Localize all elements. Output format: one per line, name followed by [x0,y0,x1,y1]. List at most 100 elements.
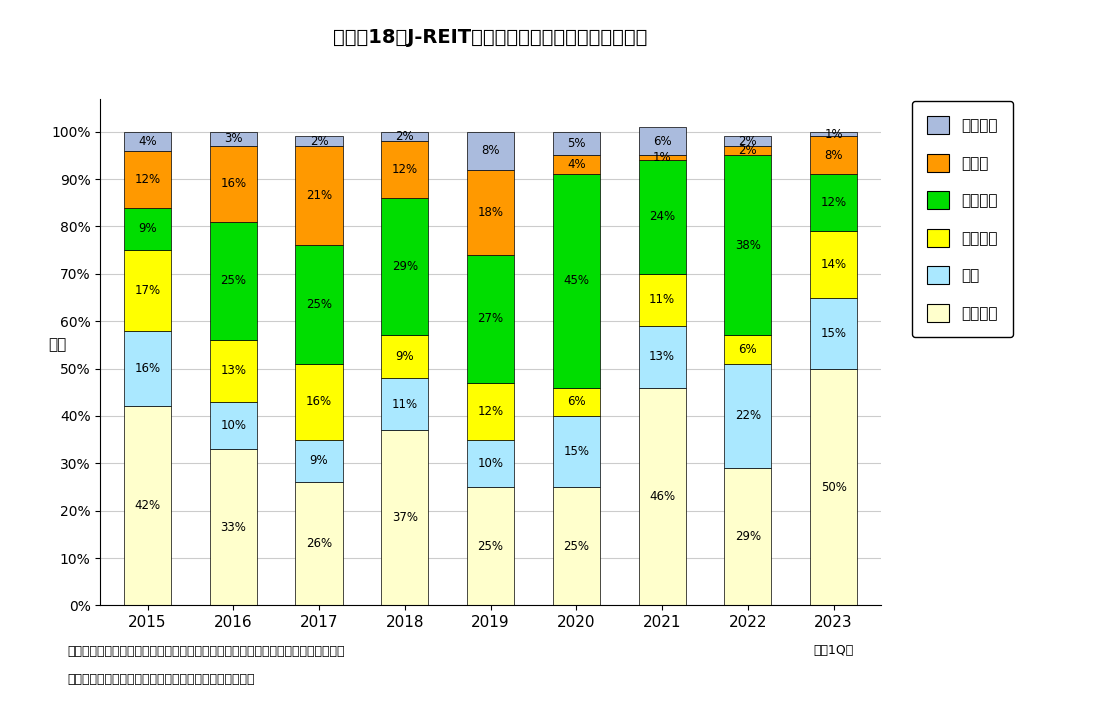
Bar [381,430,428,605]
Bar [553,175,600,387]
Bar [295,364,342,439]
Bar [124,208,171,250]
Text: 15%: 15% [821,327,846,339]
Text: 2%: 2% [738,144,757,157]
Bar [124,151,171,208]
Text: 図表－18　J-REITによるアセットタイプ別取得割合: 図表－18 J-REITによるアセットタイプ別取得割合 [333,28,648,47]
Bar [210,340,256,402]
Text: 6%: 6% [738,343,757,356]
Text: 10%: 10% [221,419,246,432]
Text: 50%: 50% [821,481,846,494]
Bar [553,487,600,605]
Text: 25%: 25% [477,540,504,553]
Bar [725,468,772,605]
Text: 13%: 13% [221,365,246,377]
Text: 11%: 11% [649,294,676,306]
Bar [295,439,342,482]
Bar [467,170,514,255]
Bar [124,132,171,151]
Bar [210,132,256,146]
Bar [811,231,857,298]
Text: 16%: 16% [135,362,161,375]
Text: 33%: 33% [221,521,246,534]
Text: 12%: 12% [821,196,846,209]
Bar [553,132,600,156]
Bar [467,439,514,487]
Bar [725,156,772,335]
Bar [725,364,772,468]
Text: 1%: 1% [824,127,843,141]
Bar [725,146,772,156]
Bar [295,146,342,246]
Text: 9%: 9% [138,222,157,235]
Bar [639,156,686,160]
Text: 9%: 9% [396,350,414,363]
Text: 29%: 29% [391,260,418,273]
Text: 1%: 1% [652,151,671,164]
Bar [639,160,686,274]
Text: （出所）開示データをもとにニッセイ基礎研究所が作成: （出所）開示データをもとにニッセイ基礎研究所が作成 [67,674,254,686]
Text: 6%: 6% [568,395,585,408]
Bar [295,482,342,605]
Text: 2%: 2% [310,134,329,148]
Bar [811,132,857,137]
Text: 16%: 16% [306,395,332,408]
Text: 38%: 38% [735,239,760,252]
Text: 46%: 46% [649,490,676,503]
Bar [210,222,256,340]
Bar [811,137,857,175]
Bar [553,416,600,487]
Text: 5%: 5% [568,137,585,150]
Text: 12%: 12% [391,163,418,176]
Text: 2%: 2% [738,134,757,148]
Bar [639,326,686,387]
Bar [725,335,772,364]
Text: 25%: 25% [221,275,246,287]
Bar [381,198,428,335]
Bar [811,369,857,605]
Text: 26%: 26% [306,537,332,551]
Legend: 底地ほか, ホテル, 物流施設, 商業施設, 住宅, オフィス: 底地ほか, ホテル, 物流施設, 商業施設, 住宅, オフィス [912,101,1012,337]
Text: （注）引渡しベース。ただし、新規上場以前の取得物件は上場日に取得したと想定: （注）引渡しベース。ただし、新規上場以前の取得物件は上場日に取得したと想定 [67,646,345,658]
Bar [553,156,600,175]
Text: 8%: 8% [824,149,843,162]
Text: 3%: 3% [224,132,243,145]
Text: 45%: 45% [563,275,590,287]
Text: 12%: 12% [135,172,161,186]
Text: 11%: 11% [391,398,418,410]
Bar [381,378,428,430]
Text: 12%: 12% [477,405,504,417]
Text: 14%: 14% [821,258,846,271]
Bar [725,137,772,146]
Bar [639,127,686,156]
Text: 24%: 24% [649,210,676,223]
Text: 29%: 29% [735,530,760,543]
Text: 4%: 4% [568,158,585,171]
Bar [295,246,342,364]
Text: 2%: 2% [396,130,414,143]
Text: 25%: 25% [306,298,332,311]
Text: 17%: 17% [135,284,161,297]
Text: 37%: 37% [391,511,418,524]
Text: 27%: 27% [477,313,504,325]
Text: （第1Q）: （第1Q） [814,644,854,658]
Bar [811,298,857,369]
Text: 42%: 42% [135,499,161,513]
Text: 18%: 18% [477,206,504,219]
Text: 10%: 10% [477,457,504,470]
Text: 16%: 16% [221,177,246,190]
Text: 8%: 8% [482,144,500,157]
Text: 25%: 25% [563,540,590,553]
Bar [210,402,256,449]
Text: 21%: 21% [306,189,332,202]
Text: 15%: 15% [563,445,590,458]
Bar [295,137,342,146]
Y-axis label: 占率: 占率 [48,337,67,352]
Text: 22%: 22% [735,410,760,422]
Text: 6%: 6% [652,134,671,148]
Bar [639,387,686,605]
Text: 13%: 13% [649,350,676,363]
Bar [639,274,686,326]
Bar [124,406,171,605]
Text: 9%: 9% [310,455,329,467]
